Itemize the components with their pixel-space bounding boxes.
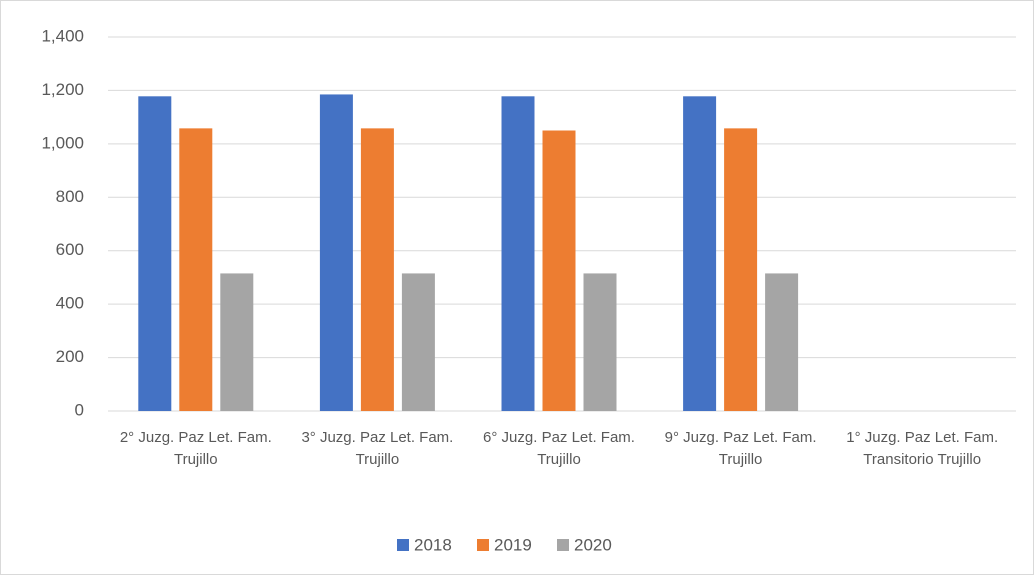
- y-tick-label: 200: [56, 347, 84, 366]
- bar: [319, 94, 353, 411]
- bar: [401, 273, 435, 411]
- bar: [360, 128, 394, 411]
- legend-swatch: [557, 539, 569, 551]
- legend-label: 2018: [414, 535, 452, 554]
- bar: [220, 273, 254, 411]
- bar: [542, 130, 576, 411]
- bar: [583, 273, 617, 411]
- y-tick-label: 400: [56, 294, 84, 313]
- y-tick-label: 1,200: [41, 80, 84, 99]
- y-tick-label: 600: [56, 240, 84, 259]
- legend-label: 2020: [574, 535, 612, 554]
- x-tick-label: 1° Juzg. Paz Let. Fam. Transitorio Truji…: [846, 429, 999, 468]
- bar: [501, 96, 535, 411]
- y-tick-label: 1,000: [41, 133, 84, 152]
- bar: [724, 128, 758, 411]
- x-tick-label: 9° Juzg. Paz Let. Fam. Trujillo: [664, 429, 817, 468]
- bar: [765, 273, 799, 411]
- x-tick-label: 2° Juzg. Paz Let. Fam. Trujillo: [119, 429, 272, 468]
- y-tick-label: 800: [56, 187, 84, 206]
- x-tick-label: 6° Juzg. Paz Let. Fam. Trujillo: [483, 429, 635, 468]
- bar: [138, 96, 172, 411]
- legend-swatch: [397, 539, 409, 551]
- bar: [683, 96, 717, 411]
- legend-swatch: [477, 539, 489, 551]
- legend-label: 2019: [494, 535, 532, 554]
- y-tick-label: 0: [75, 400, 84, 419]
- bar: [179, 128, 213, 411]
- y-tick-label: 1,400: [41, 26, 84, 45]
- x-tick-label: 3° Juzg. Paz Let. Fam. Trujillo: [301, 429, 454, 468]
